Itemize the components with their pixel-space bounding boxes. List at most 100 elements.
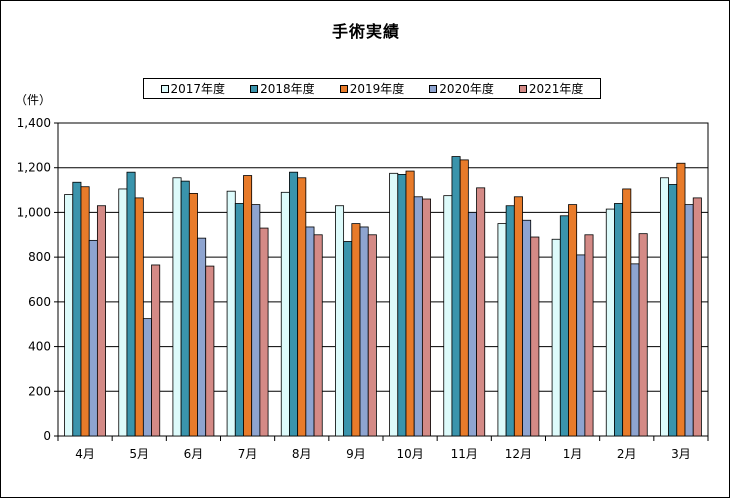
bar — [397, 174, 407, 437]
bar — [551, 238, 561, 437]
bar — [614, 203, 624, 437]
bar — [584, 234, 594, 437]
bar — [118, 188, 128, 437]
legend-label: 2019年度 — [349, 82, 405, 96]
bar — [476, 187, 486, 437]
bar — [243, 175, 253, 437]
chart-title: 手術実績 — [331, 22, 400, 41]
x-tick-label: 2月 — [617, 447, 637, 461]
bar — [660, 177, 670, 437]
bar — [259, 227, 269, 437]
bar — [405, 170, 415, 437]
plot-border — [57, 122, 709, 437]
legend-item: 2019年度 — [339, 80, 405, 97]
legend-item: 2017年度 — [160, 80, 226, 97]
legend-swatch — [339, 84, 348, 93]
bar — [530, 236, 540, 437]
legend-item: 2021年度 — [518, 80, 584, 97]
bar — [605, 208, 615, 437]
bar — [443, 195, 453, 437]
x-tick-label: 5月 — [129, 447, 149, 461]
bar — [451, 156, 461, 437]
bar — [134, 197, 144, 437]
bar — [335, 205, 345, 437]
x-tick-label: 9月 — [346, 447, 366, 461]
legend-swatch — [160, 84, 169, 93]
y-tick-label: 1,400 — [17, 116, 51, 130]
bar — [522, 219, 532, 437]
legend: 2017年度 2018年度 2019年度 2020年度 2021年度 — [143, 78, 601, 99]
bar — [172, 177, 182, 437]
x-tick-label: 4月 — [75, 447, 95, 461]
bar — [188, 193, 198, 437]
bar — [297, 177, 307, 437]
bar — [576, 254, 586, 437]
bar — [142, 318, 152, 437]
legend-swatch — [518, 84, 527, 93]
y-unit-label: （件） — [15, 93, 52, 107]
x-tick-label: 10月 — [396, 447, 423, 461]
bar — [226, 190, 236, 437]
bar — [88, 239, 98, 437]
bar — [513, 196, 523, 437]
bar — [205, 265, 215, 437]
x-tick-label: 12月 — [505, 447, 532, 461]
legend-label: 2021年度 — [528, 82, 584, 96]
y-tick-label: 1,000 — [17, 205, 51, 219]
bar — [313, 234, 323, 437]
bar — [64, 194, 74, 437]
bar — [96, 205, 106, 437]
bar — [343, 241, 353, 437]
y-tick-label: 800 — [28, 250, 51, 264]
bar — [305, 226, 315, 437]
legend-label: 2020年度 — [439, 82, 494, 96]
bar — [197, 237, 207, 437]
legend-swatch — [429, 84, 438, 93]
bar — [72, 181, 82, 437]
x-tick-label: 11月 — [451, 447, 478, 461]
x-tick-label: 8月 — [292, 447, 312, 461]
bar — [280, 191, 290, 437]
bar — [351, 223, 361, 437]
bar — [151, 264, 161, 437]
bar — [413, 196, 423, 437]
bar — [467, 212, 477, 437]
bar — [568, 204, 578, 437]
y-tick-label: 400 — [28, 340, 51, 354]
bar — [559, 215, 569, 437]
x-tick-label: 6月 — [184, 447, 204, 461]
bar — [668, 184, 678, 437]
y-tick-label: 1,200 — [17, 161, 51, 175]
bar — [459, 159, 469, 437]
x-tick-label: 3月 — [671, 447, 691, 461]
bar — [289, 171, 299, 437]
bar — [692, 197, 702, 437]
bar — [421, 198, 431, 437]
legend-label: 2017年度 — [170, 82, 226, 96]
bar — [497, 223, 507, 437]
bar — [622, 188, 632, 437]
bar — [80, 186, 90, 437]
bar — [389, 172, 399, 437]
y-tick-label: 600 — [28, 295, 51, 309]
bar — [359, 226, 369, 437]
y-tick-label: 200 — [28, 384, 51, 398]
bar — [638, 233, 648, 437]
bar — [251, 204, 261, 437]
bar — [505, 205, 515, 437]
bar — [180, 180, 190, 437]
bar — [630, 263, 640, 437]
legend-swatch — [250, 84, 259, 93]
legend-label: 2018年度 — [260, 82, 315, 96]
bar — [126, 171, 136, 437]
legend-item: 2020年度 — [429, 80, 494, 97]
bar — [234, 203, 244, 437]
bar — [676, 162, 686, 437]
legend-item: 2018年度 — [250, 80, 315, 97]
bar — [684, 204, 694, 437]
y-tick-label: 0 — [43, 429, 51, 443]
x-tick-label: 1月 — [563, 447, 583, 461]
x-tick-label: 7月 — [238, 447, 258, 461]
